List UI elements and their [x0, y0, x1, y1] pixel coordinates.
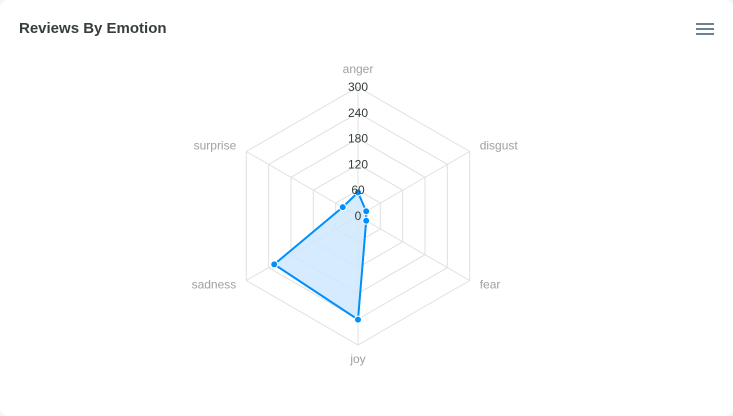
- category-label: fear: [480, 278, 501, 292]
- data-point: [362, 207, 371, 216]
- category-label: disgust: [480, 139, 519, 153]
- data-point: [270, 260, 279, 269]
- tick-label: 60: [351, 183, 365, 197]
- hamburger-menu-icon[interactable]: [696, 23, 714, 37]
- tick-label: 180: [348, 132, 368, 146]
- category-label: anger: [343, 62, 374, 76]
- data-point: [354, 315, 362, 324]
- tick-label: 240: [348, 106, 368, 120]
- data-point: [354, 188, 362, 197]
- category-label: joy: [349, 352, 365, 366]
- grid-spoke: [357, 151, 470, 217]
- data-point: [338, 203, 347, 212]
- tick-label: 120: [348, 157, 368, 171]
- category-label: sadness: [192, 278, 237, 292]
- chart-title: Reviews By Emotion: [19, 20, 167, 37]
- series-area: [272, 190, 368, 322]
- grid-spoke: [357, 215, 470, 281]
- tick-label: 0: [355, 209, 362, 223]
- category-label: surprise: [194, 139, 237, 153]
- tick-label: 300: [348, 80, 368, 94]
- data-point: [362, 216, 371, 225]
